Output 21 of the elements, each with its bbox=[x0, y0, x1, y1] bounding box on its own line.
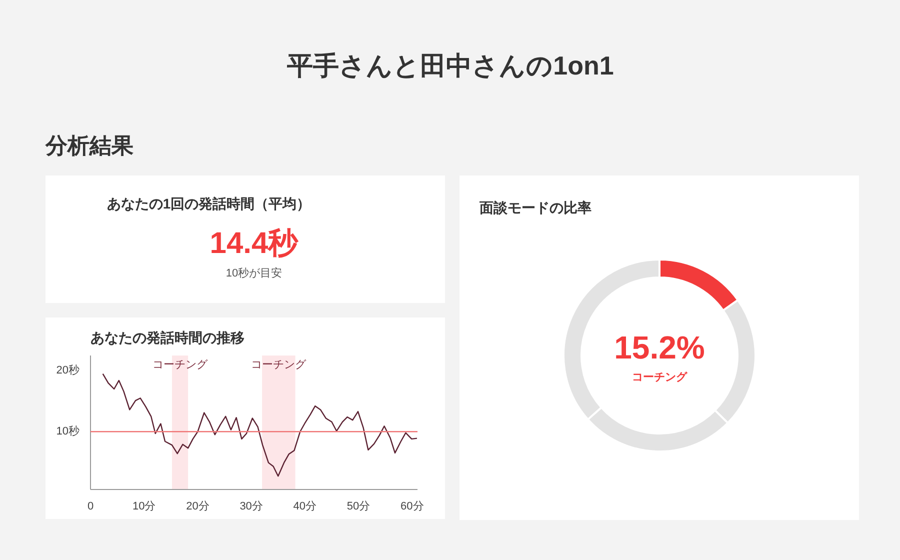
x-tick-label: 60分 bbox=[400, 500, 424, 512]
text: あなたの1回の発話時間（平均） bbox=[106, 196, 311, 212]
band-label: コーチング bbox=[152, 359, 209, 372]
x-tick-label: 0 bbox=[87, 500, 94, 512]
slice-label: コーチング bbox=[632, 372, 688, 384]
x-tick-label: 20分 bbox=[186, 500, 210, 512]
line-series bbox=[102, 373, 418, 477]
chart-title: 面談モードの比率 bbox=[478, 200, 592, 216]
x-tick-label: 30分 bbox=[240, 500, 263, 512]
text: 10秒が目安 bbox=[226, 266, 282, 280]
text: 分析結果 bbox=[44, 133, 134, 158]
x-tick-label: 40分 bbox=[293, 500, 317, 512]
text: 14.4秒 bbox=[210, 227, 300, 260]
text: 平手さんと田中さんの1on1 bbox=[286, 50, 614, 80]
chart-title: あなたの発話時間の推移 bbox=[90, 330, 244, 346]
band-label: コーチング bbox=[251, 359, 308, 372]
x-tick-label: 10分 bbox=[132, 500, 156, 512]
y-tick-label: 10秒 bbox=[56, 426, 80, 438]
y-tick-label: 20秒 bbox=[56, 364, 80, 377]
x-tick-label: 50分 bbox=[346, 500, 370, 512]
data-label: 15.2% bbox=[614, 330, 705, 366]
